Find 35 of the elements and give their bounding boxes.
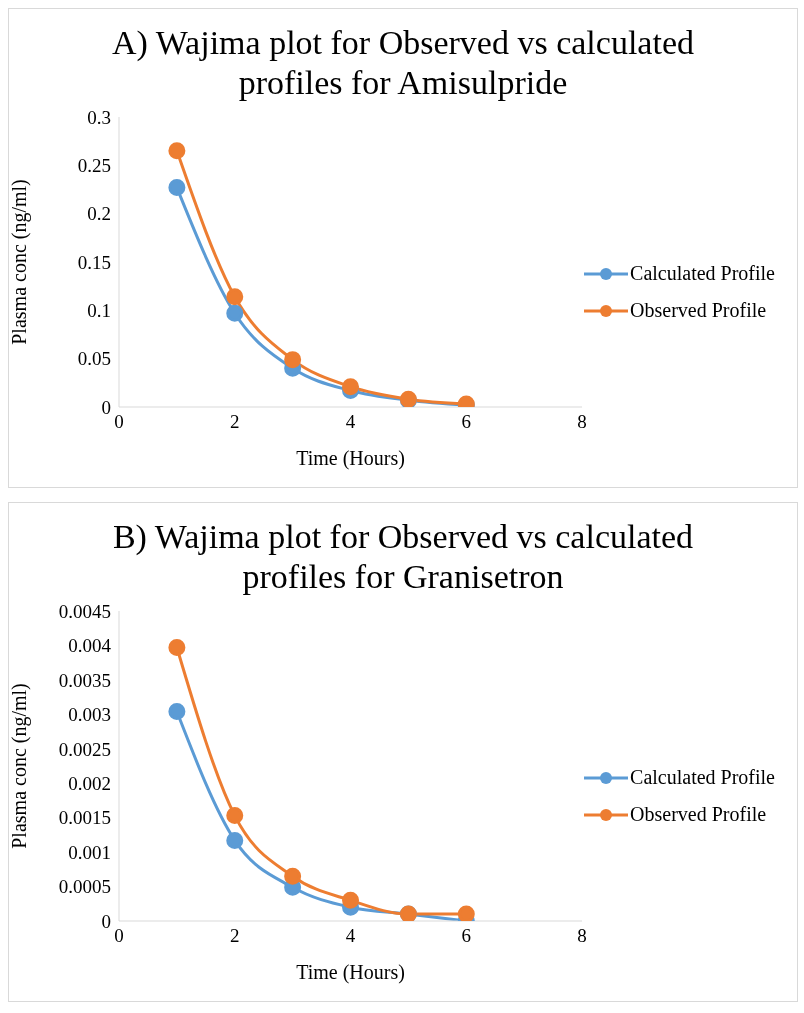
y-tick-label: 0.3 (87, 106, 111, 128)
chart-title: A) Wajima plot for Observed vs calculated profiles for Amisulpride (111, 23, 695, 103)
y-tick-label: 0.002 (68, 772, 111, 794)
x-tick-label: 6 (461, 925, 472, 947)
x-tick-label: 8 (577, 411, 587, 433)
y-tick-label: 0.0005 (58, 876, 111, 898)
y-tick-label: 0.05 (77, 348, 111, 370)
chart-title: B) Wajima plot for Observed vs calculated profiles for Granisetron (111, 517, 695, 597)
x-tick-label: 6 (461, 411, 472, 433)
x-tick-label: 2 (230, 925, 240, 947)
x-tick-label: 4 (345, 411, 356, 433)
y-tick-label: 0.25 (77, 155, 111, 177)
y-tick-label: 0.1 (87, 300, 111, 322)
x-axis-title: Time (Hours) (296, 961, 405, 984)
y-tick-label: 0.2 (87, 203, 111, 225)
y-tick-label: 0.004 (68, 635, 112, 657)
y-tick-label: 0.15 (77, 251, 111, 273)
y-tick-label: 0.003 (68, 704, 111, 726)
x-tick-label: 2 (230, 411, 240, 433)
y-tick-label: 0.0045 (58, 600, 111, 622)
y-tick-label: 0.0025 (58, 738, 111, 760)
x-tick-label: 4 (345, 925, 356, 947)
y-axis-title: Plasma conc (ng/ml) (8, 179, 32, 345)
y-tick-label: 0 (101, 910, 111, 932)
legend-label: Calculated Profile (630, 262, 775, 285)
y-tick-label: 0.0015 (58, 807, 111, 829)
x-tick-label: 8 (577, 925, 587, 947)
legend-label: Observed Profile (630, 299, 767, 322)
y-tick-label: 0.0035 (58, 669, 111, 691)
legend-label: Calculated Profile (630, 766, 775, 789)
y-tick-label: 0.001 (68, 841, 111, 863)
y-axis-title: Plasma conc (ng/ml) (8, 683, 32, 849)
legend-label: Observed Profile (630, 803, 767, 826)
y-tick-label: 0 (101, 396, 111, 418)
x-axis-title: Time (Hours) (296, 447, 405, 470)
